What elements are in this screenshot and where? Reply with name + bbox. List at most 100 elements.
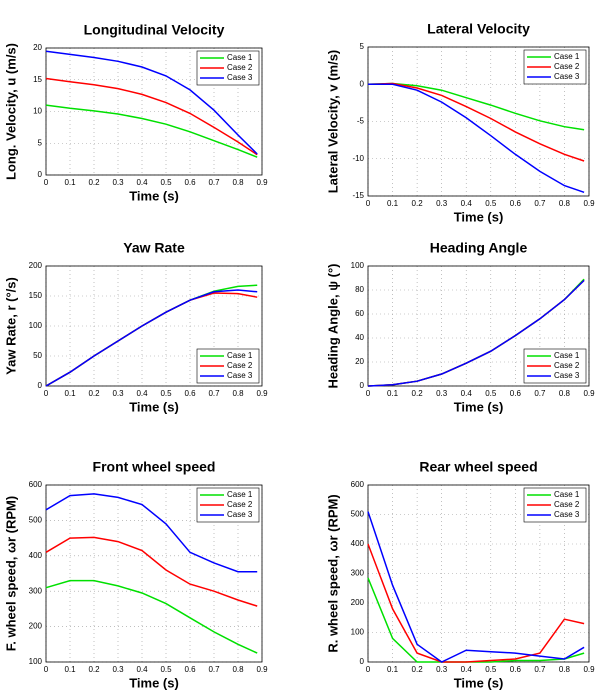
y-tick-label: 200 <box>29 622 43 631</box>
y-tick-label: 0 <box>360 657 365 666</box>
y-tick-label: 150 <box>29 291 43 300</box>
y-tick-label: 200 <box>351 598 365 607</box>
x-tick-label: 0.9 <box>256 665 268 674</box>
chart-title: Yaw Rate <box>123 240 185 256</box>
subplot: 0 0.1 0.2 0.3 0.4 0.5 0.6 0.7 0.8 0.9 0 100 200 300 40… <box>325 459 595 690</box>
x-tick-label: 0.1 <box>387 389 399 398</box>
axes-frame <box>45 265 263 387</box>
series-line <box>367 82 585 131</box>
y-axis-label: Yaw Rate, r (°/s) <box>3 277 18 375</box>
series-line <box>367 82 585 162</box>
chart-title: Front wheel speed <box>93 459 216 475</box>
x-tick-label: 0.4 <box>136 178 148 187</box>
y-tick-label: 15 <box>33 75 42 84</box>
x-tick-label: 0.5 <box>485 199 497 208</box>
chart-title: Longitudinal Velocity <box>84 22 225 38</box>
y-axis-label: Heading Angle, ψ (°) <box>325 263 340 388</box>
axes-frame <box>367 265 590 387</box>
x-tick-label: 0.4 <box>136 665 148 674</box>
x-tick-label: 0.3 <box>436 199 448 208</box>
x-tick-label: 0.8 <box>559 389 571 398</box>
y-tick-label: 600 <box>29 480 43 489</box>
y-axis-label: F. wheel speed, ωr (RPM) <box>3 496 18 651</box>
x-tick-label: 0.9 <box>256 178 268 187</box>
legend-label: Case 1 <box>227 490 253 499</box>
legend-label: Case 2 <box>554 361 580 370</box>
x-axis-label: Time (s) <box>454 675 504 690</box>
x-tick-label: 0.4 <box>461 389 473 398</box>
x-tick-label: 0.7 <box>208 178 220 187</box>
subplot: 0 0.1 0.2 0.3 0.4 0.5 0.6 0.7 0.8 0.9 0 20 40 60 80 100… <box>325 240 595 415</box>
series-line <box>45 579 258 654</box>
series-line <box>45 77 258 156</box>
x-tick-label: 0 <box>44 389 49 398</box>
x-tick-label: 0.7 <box>208 389 220 398</box>
x-axis-label: Time (s) <box>129 188 179 203</box>
x-tick-label: 0.2 <box>88 178 100 187</box>
y-axis-label: R. wheel speed, ωr (RPM) <box>325 494 340 652</box>
y-tick-label: 100 <box>351 261 365 270</box>
subplot: 0 0.1 0.2 0.3 0.4 0.5 0.6 0.7 0.8 0.9 -15 -10 -5 0 5 La… <box>325 21 595 225</box>
legend-label: Case 3 <box>554 371 580 380</box>
legend-label: Case 2 <box>227 63 253 72</box>
axes-frame <box>367 46 590 197</box>
x-tick-label: 0.2 <box>88 389 100 398</box>
y-tick-label: 400 <box>29 551 43 560</box>
x-tick-label: 0.3 <box>112 178 124 187</box>
y-tick-label: 5 <box>360 42 365 51</box>
series-line <box>368 83 585 194</box>
x-tick-label: 0.9 <box>583 665 595 674</box>
subplot: 0 0.1 0.2 0.3 0.4 0.5 0.6 0.7 0.8 0.9 0 50 100 150 200… <box>3 240 268 415</box>
y-tick-label: 300 <box>29 586 43 595</box>
x-tick-label: 0.5 <box>160 665 172 674</box>
x-axis-label: Time (s) <box>454 399 504 414</box>
legend-label: Case 3 <box>554 72 580 81</box>
legend-label: Case 3 <box>227 371 253 380</box>
y-axis-label: Lateral Velocity, v (m/s) <box>325 50 340 194</box>
y-tick-label: -10 <box>352 154 364 163</box>
y-tick-label: 60 <box>355 309 364 318</box>
chart-title: Lateral Velocity <box>427 21 530 37</box>
y-tick-label: 20 <box>33 43 42 52</box>
x-tick-label: 0 <box>366 665 371 674</box>
x-tick-label: 0.8 <box>232 389 244 398</box>
legend-label: Case 3 <box>227 510 253 519</box>
subplot: 0 0.1 0.2 0.3 0.4 0.5 0.6 0.7 0.8 0.9 100 200 300 400… <box>3 459 268 690</box>
x-tick-label: 0.4 <box>461 665 473 674</box>
x-tick-label: 0.1 <box>387 199 399 208</box>
legend-label: Case 2 <box>554 62 580 71</box>
legend-label: Case 2 <box>227 361 253 370</box>
x-tick-label: 0 <box>44 665 49 674</box>
x-tick-label: 0.6 <box>184 178 196 187</box>
x-tick-label: 0.9 <box>583 389 595 398</box>
x-tick-label: 0.7 <box>534 199 546 208</box>
series-line <box>367 279 585 387</box>
x-axis-label: Time (s) <box>129 675 179 690</box>
y-tick-label: 0 <box>38 170 43 179</box>
y-tick-label: -15 <box>352 191 364 200</box>
x-tick-label: 0 <box>44 178 49 187</box>
chart-title: Rear wheel speed <box>419 459 537 475</box>
y-tick-label: 500 <box>29 516 43 525</box>
x-tick-label: 0.2 <box>88 665 100 674</box>
axes-frame <box>45 484 263 663</box>
y-tick-label: 20 <box>355 357 364 366</box>
x-tick-label: 0.5 <box>160 178 172 187</box>
series-line <box>45 536 258 607</box>
y-tick-label: 0 <box>360 79 365 88</box>
x-tick-label: 0.3 <box>112 389 124 398</box>
series-line <box>45 50 258 155</box>
x-tick-label: 0.6 <box>184 665 196 674</box>
y-tick-label: 300 <box>351 569 365 578</box>
x-tick-label: 0.1 <box>64 389 76 398</box>
x-tick-label: 0.7 <box>208 665 220 674</box>
legend-label: Case 1 <box>554 351 580 360</box>
y-tick-label: 80 <box>355 285 364 294</box>
x-tick-label: 0 <box>366 199 371 208</box>
y-tick-label: 100 <box>351 628 365 637</box>
